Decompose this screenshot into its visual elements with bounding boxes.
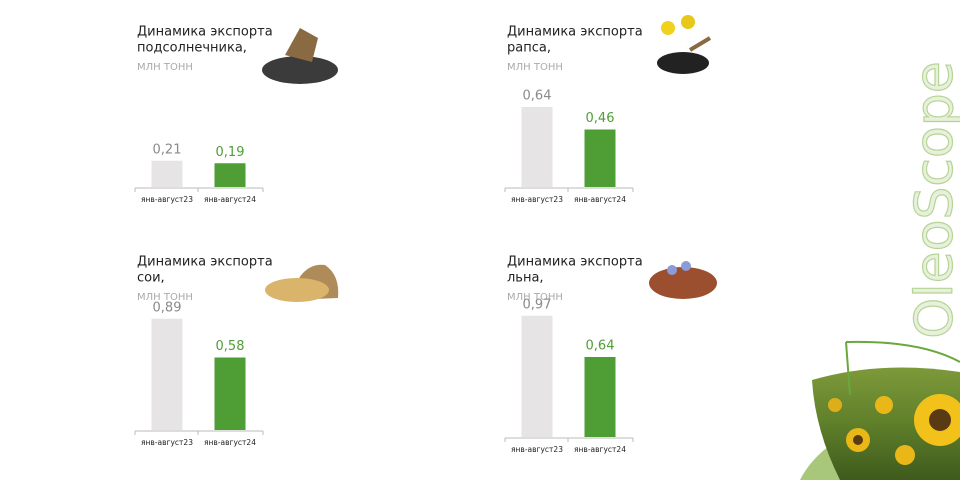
value-label: 0,64 — [586, 339, 615, 354]
bar — [584, 129, 616, 187]
soybeans-picture — [265, 264, 339, 302]
category-label: янв-август23 — [511, 195, 563, 204]
chart-title: подсолнечника, — [137, 41, 247, 56]
category-label: янв-август23 — [141, 195, 193, 204]
category-label: янв-август23 — [511, 445, 563, 454]
value-label: 0,46 — [586, 111, 615, 126]
flaxseed-picture — [649, 261, 717, 299]
chart-subtitle: МЛН ТОНН — [507, 292, 563, 303]
category-label: янв-август24 — [204, 438, 256, 447]
bar — [214, 357, 246, 430]
chart-title: льна, — [507, 271, 544, 286]
category-label: янв-август24 — [204, 195, 256, 204]
chart-title: сои, — [137, 271, 165, 286]
bar — [151, 160, 183, 187]
chart-subtitle: МЛН ТОНН — [137, 292, 193, 303]
bar — [521, 315, 553, 437]
bar — [584, 357, 616, 437]
bar — [521, 107, 553, 187]
corner-decoration — [800, 340, 960, 480]
value-label: 0,19 — [216, 145, 245, 160]
value-label: 0,58 — [216, 339, 245, 354]
bar — [151, 318, 183, 430]
chart-title: Динамика экспорта — [507, 25, 643, 40]
chart-title: Динамика экспорта — [137, 25, 273, 40]
category-label: янв-август24 — [574, 445, 626, 454]
value-label: 0,89 — [153, 300, 182, 315]
chart-title: Динамика экспорта — [137, 255, 273, 270]
chart-title: Динамика экспорта — [507, 255, 643, 270]
chart-subtitle: МЛН ТОНН — [137, 62, 193, 73]
chart-subtitle: МЛН ТОНН — [507, 62, 563, 73]
brand-logo: OleoScope — [905, 61, 960, 339]
value-label: 0,21 — [153, 142, 182, 157]
rapeseed-picture — [657, 15, 712, 74]
value-label: 0,97 — [523, 297, 552, 312]
category-label: янв-август24 — [574, 195, 626, 204]
value-label: 0,64 — [523, 89, 552, 104]
sunflower-seeds-picture — [262, 28, 338, 84]
bar — [214, 163, 246, 187]
category-label: янв-август23 — [141, 438, 193, 447]
chart-title: рапса, — [507, 41, 551, 56]
